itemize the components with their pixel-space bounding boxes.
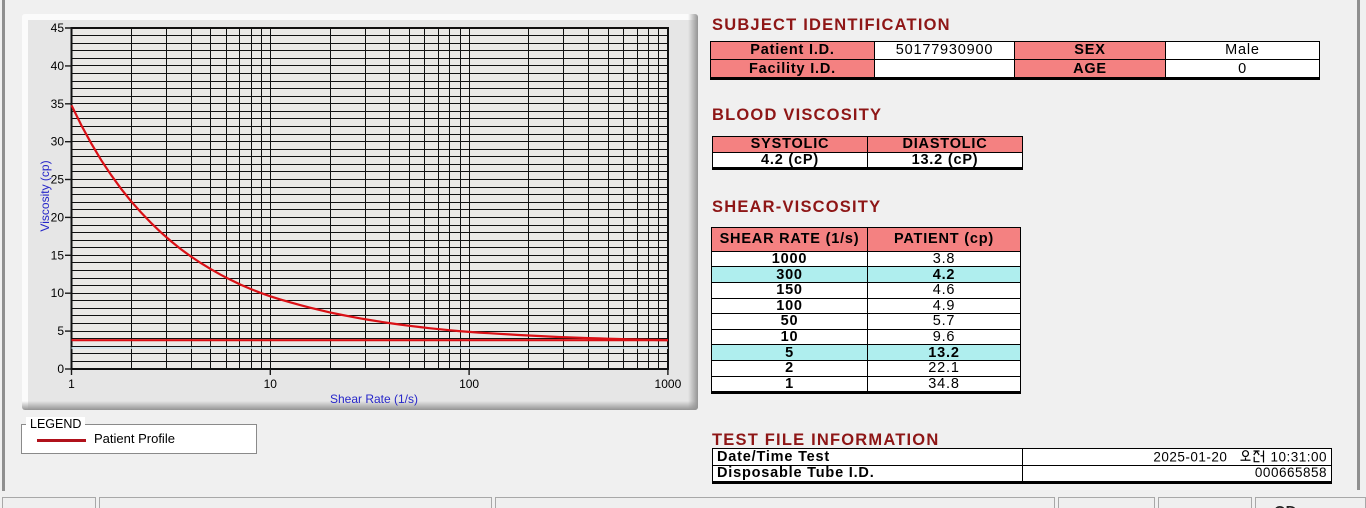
svg-text:30: 30 xyxy=(51,135,65,149)
svg-text:5: 5 xyxy=(57,324,64,338)
svg-text:10: 10 xyxy=(51,286,65,300)
svg-text:0: 0 xyxy=(57,362,64,376)
svg-text:40: 40 xyxy=(51,59,65,73)
svg-text:1: 1 xyxy=(68,377,75,391)
svg-text:35: 35 xyxy=(51,97,65,111)
svg-text:15: 15 xyxy=(51,248,65,262)
svg-text:10: 10 xyxy=(264,377,278,391)
svg-text:Shear Rate (1/s): Shear Rate (1/s) xyxy=(330,392,418,406)
svg-text:100: 100 xyxy=(459,377,479,391)
svg-text:20: 20 xyxy=(51,210,65,224)
svg-text:1000: 1000 xyxy=(655,377,682,391)
svg-text:Viscosity (cp): Viscosity (cp) xyxy=(38,160,52,231)
svg-text:25: 25 xyxy=(51,173,65,187)
svg-text:45: 45 xyxy=(51,21,65,35)
